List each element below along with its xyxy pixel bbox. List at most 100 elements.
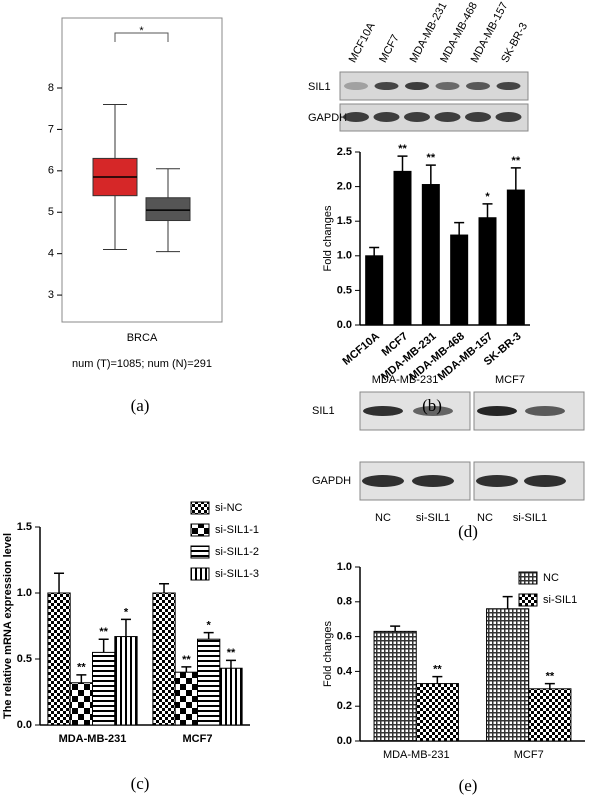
error-bar: [390, 625, 401, 632]
x-tick-label: MDA-MB-231: [59, 733, 127, 745]
significance: *: [139, 25, 144, 37]
blot-row: GAPDH: [308, 112, 347, 124]
bar: [114, 636, 138, 726]
significance: **: [227, 647, 236, 659]
blot-band: [343, 112, 369, 122]
blot-band: [525, 406, 565, 416]
plot-frame: [61, 17, 223, 323]
blot-band: [476, 475, 518, 487]
y-tick-label: 3: [48, 289, 54, 301]
error-bar: [432, 675, 443, 684]
significance: **: [398, 143, 407, 155]
panel-label: (e): [459, 776, 478, 795]
significance-bracket: [114, 32, 169, 42]
blot-band: [466, 82, 490, 90]
blot-row: SIL1: [312, 405, 335, 417]
error-bar: [425, 164, 436, 185]
y-tick-label: 0.2: [337, 700, 352, 712]
bar: [219, 667, 243, 726]
legend-label: si-SIL1-1: [215, 524, 259, 536]
y-tick-label: 2.5: [337, 146, 352, 158]
y-tick-label: 5: [48, 206, 54, 218]
box: [145, 197, 191, 222]
y-axis-label: Fold changes: [322, 620, 334, 687]
y-tick-label: 0.0: [17, 719, 32, 731]
blot-band: [434, 112, 461, 122]
blot-band: [344, 82, 368, 90]
blot-band: [374, 82, 399, 90]
blot-band: [373, 112, 400, 122]
x-tick-label: MDA-MB-231: [383, 749, 450, 761]
blot-band: [496, 82, 521, 90]
legend-label: NC: [543, 572, 559, 584]
error-bar: [454, 221, 465, 236]
y-tick-label: 8: [48, 82, 54, 94]
bar: [415, 683, 459, 742]
blot-lane: NC: [375, 512, 391, 524]
x-tick-label: MCF7: [514, 749, 544, 761]
error-bar: [397, 155, 408, 172]
blot-group: MDA-MB-231: [372, 374, 439, 386]
y-tick-label: 1.0: [337, 250, 352, 262]
blot-group: MCF7: [495, 374, 525, 386]
y-tick-label: 4: [48, 248, 54, 260]
y-tick-label: 1.0: [17, 587, 32, 599]
bar: [478, 217, 497, 326]
legend-swatch: [190, 501, 210, 515]
bar: [174, 671, 198, 726]
legend-swatch: [518, 571, 538, 585]
legend-swatch: [190, 567, 210, 581]
error-bar: [225, 659, 236, 669]
y-tick-label: 6: [48, 165, 54, 177]
blot-band: [477, 406, 517, 416]
y-tick-label: 0.0: [337, 735, 352, 747]
legend-swatch: [190, 545, 210, 559]
y-axis-label: Fold changes: [322, 205, 334, 272]
x-tick-label: MCF10A: [341, 330, 382, 368]
bar: [393, 170, 412, 326]
significance: *: [485, 191, 490, 203]
caption: num (T)=1085; num (N)=291: [72, 358, 212, 370]
legend-label: si-NC: [215, 502, 243, 514]
y-axis-label: The relative mRNA expression level: [2, 533, 14, 719]
y-tick-label: 0.4: [337, 665, 353, 677]
significance: **: [546, 670, 555, 682]
blot-band: [524, 475, 566, 487]
error-bar: [203, 631, 214, 640]
error-bar: [510, 167, 521, 191]
blot-band: [362, 475, 404, 487]
error-bar: [76, 674, 87, 683]
significance: *: [124, 606, 129, 618]
legend-label: si-SIL1: [543, 594, 577, 606]
bar: [152, 592, 176, 726]
legend-label: si-SIL1-2: [215, 546, 259, 558]
significance: **: [182, 654, 191, 666]
blot-d: MDA-MB-231 MCF7 SIL1 GAPDH NC si-SIL1 NC…: [312, 374, 585, 541]
blot-row: SIL1: [308, 81, 331, 93]
y-tick-label: 0.0: [337, 319, 352, 331]
y-tick-label: 1.0: [337, 561, 352, 573]
y-tick-label: 7: [48, 123, 54, 135]
y-tick-label: 0.8: [337, 596, 352, 608]
y-tick-label: 1.5: [337, 215, 352, 227]
error-bar: [369, 246, 380, 256]
error-bar: [181, 666, 192, 673]
significance: *: [207, 620, 212, 632]
panel-label: (a): [131, 396, 150, 415]
blot-band: [405, 82, 429, 90]
blot-lane: si-SIL1: [513, 512, 547, 524]
blot-lane: SK-BR-3: [499, 21, 530, 65]
significance: **: [433, 664, 442, 676]
panel-label: (b): [422, 396, 442, 415]
bar: [47, 592, 71, 726]
blot-lane: NC: [477, 512, 493, 524]
blot-band: [495, 112, 522, 122]
y-tick-label: 1.5: [17, 521, 32, 533]
bar: [528, 688, 572, 742]
blot-lane: MCF7: [377, 33, 402, 65]
bar: [92, 651, 116, 726]
error-bar: [54, 572, 65, 593]
blot-band: [363, 406, 403, 416]
significance: **: [77, 662, 86, 674]
